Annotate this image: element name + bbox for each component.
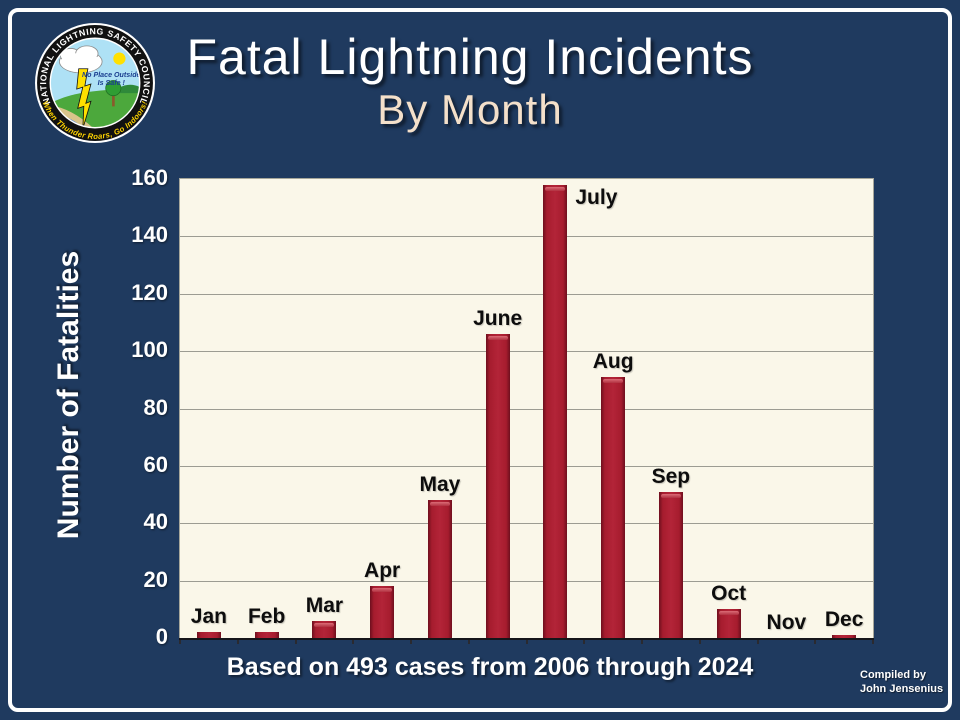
x-axis-tick	[641, 640, 643, 644]
x-axis-tick	[410, 640, 412, 644]
month-label-sep: Sep	[651, 464, 691, 488]
bar-dec	[832, 635, 857, 638]
page-title: Fatal Lightning Incidents	[186, 29, 754, 85]
y-tick-label-120: 120	[131, 279, 168, 305]
bar-bevel	[429, 502, 450, 507]
x-axis-tick	[814, 640, 817, 644]
y-tick-label-140: 140	[131, 222, 168, 248]
month-label-july: July	[575, 185, 618, 209]
month-label-feb: Feb	[247, 605, 286, 629]
gridline-20	[180, 580, 873, 582]
month-label-apr: Apr	[364, 559, 401, 583]
bar-bevel	[487, 335, 508, 340]
cloud-icon	[59, 45, 103, 74]
logo-slogan-line2: Is Safe !	[98, 79, 126, 87]
y-tick-label-0: 0	[155, 624, 168, 649]
month-label-mar: Mar	[305, 593, 344, 617]
x-axis-tick	[698, 640, 701, 644]
bar-mar	[312, 620, 337, 638]
month-label-jan: Jan	[190, 605, 227, 629]
bar-aug	[601, 376, 626, 638]
bar-sep	[658, 491, 683, 638]
gridline-40	[180, 523, 873, 525]
month-label-may: May	[419, 473, 461, 497]
x-axis-tick	[352, 640, 355, 644]
bar-feb	[254, 632, 279, 638]
month-label-oct: Oct	[711, 582, 747, 606]
bar-may	[427, 500, 452, 638]
bar-bevel	[660, 493, 681, 498]
x-axis-tick	[756, 640, 759, 644]
plot-area: Jan Feb Mar Apr May June July Aug Sep Oct Nov Dec	[179, 178, 874, 644]
y-tick-label-20: 20	[143, 566, 168, 592]
x-axis-tick	[236, 640, 239, 644]
y-tick-label-100: 100	[131, 337, 168, 363]
gridline-80	[180, 408, 873, 410]
gridline-60	[180, 465, 873, 467]
bar-june	[485, 333, 510, 638]
x-axis-tick	[872, 640, 874, 644]
chart-caption: Based on 493 cases from 2006 through 202…	[226, 653, 754, 681]
credit-line-1: Compiled by	[860, 669, 927, 681]
gridline-100	[180, 351, 873, 353]
lightning-bolt-icon	[76, 68, 92, 128]
credit-text: Compiled by John Jensenius	[860, 668, 952, 696]
logo-inner-rim	[49, 37, 141, 129]
x-axis-tick	[294, 640, 297, 644]
month-label-aug: Aug	[592, 349, 634, 373]
bar-bevel	[545, 186, 566, 191]
x-axis-line	[179, 638, 874, 640]
y-axis-title: Number of Fatalities	[52, 250, 85, 540]
logo-slogan-line1: No Place Outside	[82, 71, 141, 79]
x-axis-tick	[467, 640, 470, 644]
gridline-140	[180, 236, 873, 238]
x-axis-tick	[525, 640, 528, 644]
bar-oct	[716, 609, 741, 638]
month-label-dec: Dec	[824, 608, 864, 632]
month-label-nov: Nov	[766, 611, 807, 634]
y-tick-label-40: 40	[143, 509, 168, 535]
gridline-120	[180, 293, 873, 295]
x-axis-tick	[179, 640, 181, 644]
tree-trunk	[112, 93, 115, 107]
tree-icon	[105, 80, 122, 97]
nlsc-logo: No Place Outside Is Safe ! NATIONAL LIGH…	[35, 23, 155, 143]
y-tick-label-80: 80	[143, 394, 168, 420]
month-label-june: June	[473, 306, 523, 330]
bar-bevel	[603, 378, 624, 383]
x-axis-tick	[583, 640, 586, 644]
bar-bevel	[372, 588, 393, 593]
bar-apr	[370, 586, 395, 638]
bar-bevel	[314, 622, 335, 627]
credit-line-2: John Jensenius	[860, 683, 944, 695]
bar-bevel	[718, 611, 739, 616]
sun-icon	[113, 52, 126, 65]
y-tick-label-160: 160	[131, 165, 168, 190]
bar-jan	[196, 632, 221, 638]
title-block: Fatal Lightning Incidents By Month	[150, 30, 790, 133]
y-tick-label-60: 60	[143, 451, 168, 477]
page-subtitle: By Month	[377, 86, 563, 133]
bar-july	[543, 184, 568, 638]
